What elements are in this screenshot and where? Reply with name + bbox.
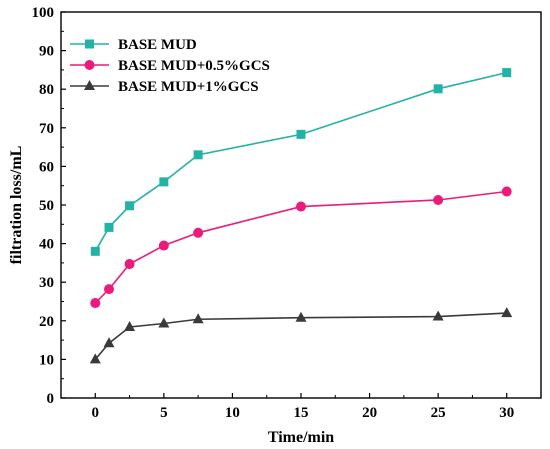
y-tick-label: 60 bbox=[39, 159, 54, 175]
series-1 bbox=[90, 68, 512, 256]
data-point bbox=[296, 129, 306, 139]
data-point bbox=[501, 307, 513, 318]
data-point bbox=[89, 353, 101, 364]
legend-label: BASE MUD bbox=[118, 37, 197, 53]
x-tick-label: 15 bbox=[294, 405, 309, 421]
data-point bbox=[295, 311, 307, 322]
y-tick-label: 50 bbox=[39, 198, 54, 214]
data-point bbox=[193, 227, 204, 238]
series-line bbox=[94, 312, 507, 360]
legend-label: BASE MUD+0.5%GCS bbox=[118, 58, 270, 74]
series-layer bbox=[89, 68, 513, 364]
y-tick-label: 0 bbox=[47, 391, 55, 407]
data-point bbox=[158, 317, 170, 328]
data-point bbox=[433, 194, 444, 205]
x-tick-label: 10 bbox=[225, 405, 240, 421]
legend-label: BASE MUD+1%GCS bbox=[118, 79, 259, 95]
data-point bbox=[124, 320, 136, 331]
x-tick-label: 30 bbox=[499, 405, 514, 421]
y-tick-label: 80 bbox=[39, 82, 54, 98]
data-point bbox=[159, 177, 169, 187]
x-tick-label: 25 bbox=[431, 405, 446, 421]
data-point bbox=[90, 298, 101, 309]
series-2 bbox=[90, 186, 512, 309]
series-line bbox=[94, 71, 507, 252]
data-point bbox=[90, 246, 100, 256]
data-point bbox=[296, 201, 306, 212]
y-tick-label: 90 bbox=[39, 44, 54, 60]
series-3 bbox=[89, 307, 513, 364]
y-tick-label: 10 bbox=[39, 352, 54, 368]
data-point bbox=[432, 310, 444, 321]
data-point bbox=[193, 150, 203, 160]
y-tick-label: 20 bbox=[39, 314, 54, 330]
data-point bbox=[104, 222, 114, 232]
data-point bbox=[502, 68, 512, 78]
data-point bbox=[125, 201, 135, 211]
y-axis-title: filtration loss/mL bbox=[8, 146, 25, 265]
legend-marker bbox=[85, 39, 94, 49]
legend: BASE MUD BASE MUD+0.5%GCS BASE MUD+1%GCS bbox=[70, 37, 270, 95]
legend-marker bbox=[84, 80, 95, 90]
x-tick-label: 5 bbox=[160, 405, 168, 421]
data-point bbox=[192, 313, 204, 324]
data-point bbox=[104, 284, 114, 295]
x-axis-title: Time/min bbox=[268, 429, 334, 446]
x-tick-label: 20 bbox=[362, 405, 377, 421]
series-line bbox=[94, 190, 507, 304]
legend-marker bbox=[84, 60, 95, 70]
data-point bbox=[158, 240, 169, 251]
y-tick-label: 40 bbox=[39, 237, 54, 253]
data-point bbox=[501, 186, 512, 197]
y-tick-label: 70 bbox=[39, 121, 54, 137]
data-point bbox=[124, 259, 135, 270]
data-point bbox=[433, 84, 443, 94]
x-tick-label: 0 bbox=[92, 405, 100, 421]
data-point bbox=[103, 337, 115, 348]
y-tick-label: 30 bbox=[39, 275, 54, 291]
axis-ticks: 0 5 10 15 20 25 30 0 10 20 30 40 50 60 70 80 90 100 bbox=[32, 5, 515, 421]
y-tick-label: 100 bbox=[32, 5, 55, 21]
